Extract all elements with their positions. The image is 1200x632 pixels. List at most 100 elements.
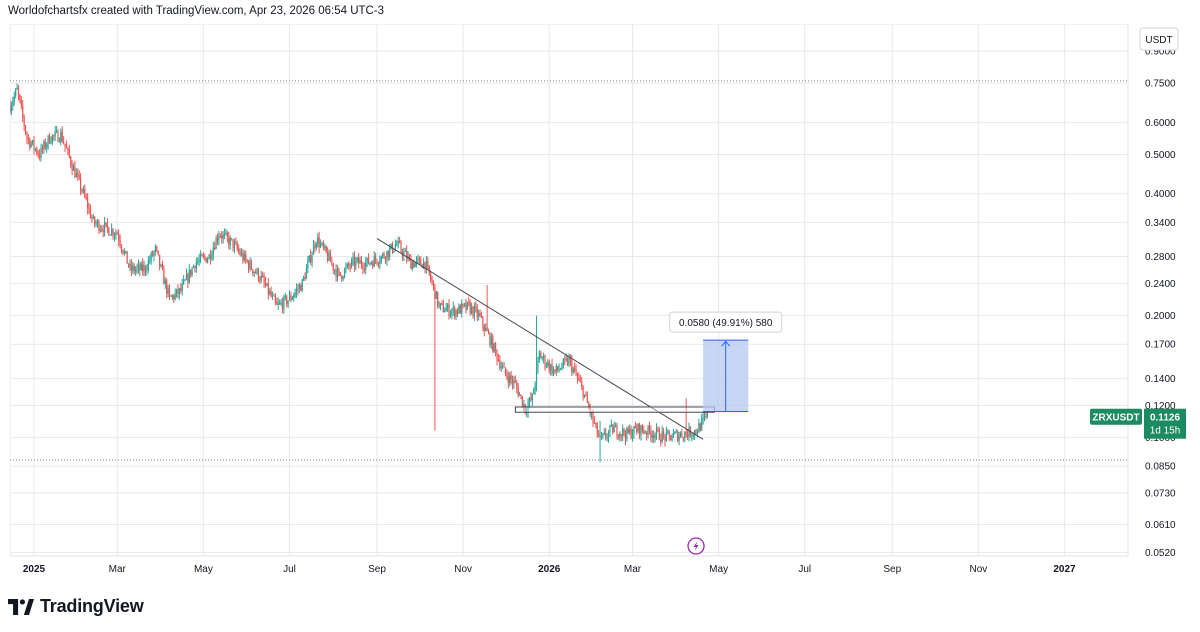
candle-body: [558, 369, 560, 371]
candle-body: [201, 254, 203, 256]
candle-body: [233, 242, 236, 249]
candle-body: [389, 248, 391, 257]
candle-body: [219, 236, 221, 238]
candle-body: [325, 246, 327, 253]
candle-body: [157, 250, 159, 255]
candle-body: [365, 262, 367, 269]
candle-body: [307, 261, 309, 269]
candle-body: [41, 147, 44, 150]
candle-body: [50, 142, 52, 144]
candle-body: [352, 257, 354, 260]
candle-body: [503, 366, 505, 368]
candle-body: [614, 425, 617, 428]
candle-body: [85, 196, 87, 200]
candle-body: [247, 261, 250, 270]
candle-body: [334, 269, 336, 271]
candle-body: [259, 279, 261, 281]
candle-body: [329, 252, 332, 262]
candle-body: [651, 435, 653, 438]
candle-body: [39, 154, 41, 158]
candle-body: [120, 245, 123, 250]
price-chart[interactable]: 0.0580 (49.91%) 580 0.9000 0.7500 0.6000 0.…: [10, 24, 1190, 579]
candle-body: [168, 288, 171, 296]
candle-body: [456, 310, 459, 314]
candle-body: [504, 367, 507, 374]
candle-body: [235, 242, 237, 244]
candle-body: [47, 135, 49, 145]
candle-body: [548, 362, 550, 371]
candle-body: [377, 263, 380, 265]
candle-body: [312, 245, 315, 255]
chart-drawings: 0.0580 (49.91%) 580: [376, 238, 783, 555]
candle-body: [603, 432, 605, 434]
candle-body: [664, 434, 666, 441]
candle-body: [675, 431, 677, 433]
candle-body: [658, 429, 660, 440]
candle-body: [643, 430, 645, 433]
candle-body: [509, 375, 511, 383]
candlesticks: [10, 83, 708, 463]
candle-body: [356, 258, 358, 261]
candle-body: [451, 310, 453, 314]
candle-body: [351, 259, 353, 267]
candle-body: [359, 260, 361, 264]
candle-body: [694, 430, 696, 435]
candle-body: [164, 280, 166, 285]
candle-body: [588, 402, 590, 408]
candle-body: [199, 254, 202, 260]
candle-body: [550, 364, 552, 371]
candle-body: [24, 125, 27, 134]
candle-body: [184, 279, 186, 281]
candle-body: [87, 199, 89, 209]
candle-body: [205, 257, 207, 263]
candle-body: [699, 423, 701, 431]
countdown-label: 1d 15h: [1150, 426, 1181, 437]
candle-body: [507, 377, 509, 383]
candle-body: [74, 166, 76, 178]
candle-body: [156, 246, 158, 251]
candle-body: [545, 365, 548, 367]
candle-body: [701, 418, 703, 431]
candle-body: [305, 268, 308, 280]
candle-body: [178, 288, 180, 295]
candle-body: [68, 148, 70, 157]
candle-body: [439, 303, 442, 305]
candle-body: [319, 243, 322, 248]
candle-body: [349, 266, 351, 268]
candle-body: [177, 289, 179, 295]
candle-body: [284, 296, 286, 298]
candle-body: [544, 355, 546, 366]
candle-body: [383, 254, 385, 258]
time-tick-label: Mar: [624, 564, 642, 575]
candle-body: [341, 275, 343, 279]
candle-body: [644, 432, 646, 434]
price-tick-label: 0.1200: [1145, 401, 1176, 412]
candle-body: [631, 434, 634, 438]
candle-body: [281, 302, 284, 310]
candle-body: [469, 302, 471, 314]
candle-body: [288, 295, 291, 301]
candle-body: [568, 357, 570, 365]
candle-body: [559, 368, 562, 370]
price-tick-label: 0.0730: [1145, 488, 1176, 499]
candle-body: [198, 259, 200, 262]
time-tick-label: 2027: [1053, 564, 1076, 575]
candle-body: [293, 295, 295, 298]
time-tick-label: Jul: [798, 564, 811, 575]
candle-body: [585, 394, 587, 396]
candle-body: [353, 257, 356, 267]
chart-canvas[interactable]: 0.0580 (49.91%) 580 0.90000.75000.60000.…: [10, 24, 1190, 579]
candle-body: [149, 260, 151, 262]
candle-body: [127, 263, 130, 267]
candle-body: [27, 138, 29, 140]
candle-body: [175, 289, 178, 294]
candle-body: [139, 264, 141, 271]
candle-body: [599, 436, 601, 438]
candle-body: [452, 307, 454, 311]
candle-body: [105, 222, 107, 224]
candle-body: [513, 380, 515, 384]
candle-body: [672, 433, 675, 438]
price-tick-label: 0.1700: [1145, 340, 1176, 351]
candle-body: [144, 266, 147, 271]
candle-body: [593, 421, 596, 424]
